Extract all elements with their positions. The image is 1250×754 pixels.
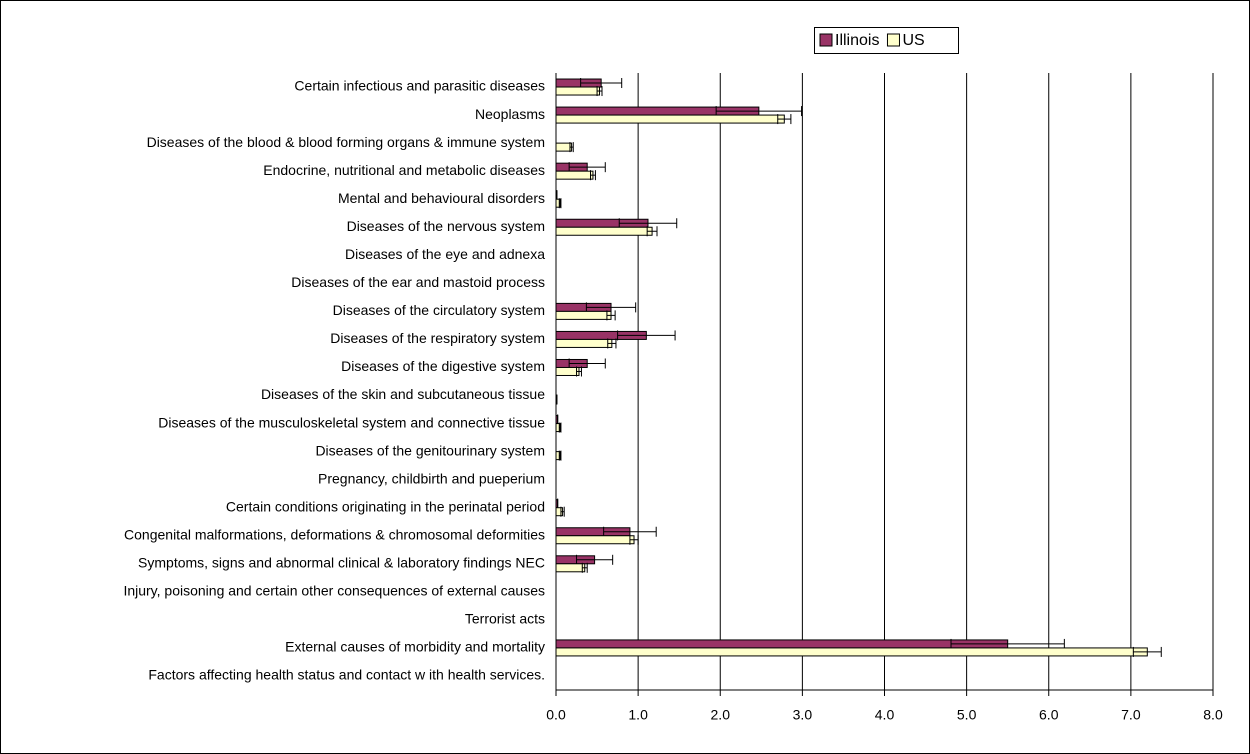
bar (555, 86, 601, 96)
bar (555, 226, 653, 236)
error-bar (950, 638, 1065, 649)
bar (555, 310, 612, 320)
y-tick-label: Factors affecting health status and cont… (148, 667, 545, 683)
error-bar (576, 366, 582, 377)
y-tick-label: Diseases of the blood & blood forming or… (147, 134, 545, 150)
y-tick-label: Diseases of the circulatory system (333, 302, 545, 318)
error-bar (715, 106, 803, 117)
y-tick-label: Diseases of the ear and mastoid process (291, 274, 545, 290)
y-tick-label: Symptoms, signs and abnormal clinical & … (138, 554, 545, 570)
bar (555, 639, 1009, 649)
error-bar (581, 562, 588, 573)
y-tick-label: Diseases of the respiratory system (330, 330, 545, 346)
bar (555, 170, 594, 180)
x-tick-label: 6.0 (1039, 707, 1059, 723)
legend-label: Illinois (835, 32, 879, 49)
y-tick-label: External causes of morbidity and mortali… (285, 639, 545, 655)
error-bar (560, 506, 565, 517)
bar (555, 338, 613, 348)
bar (555, 114, 785, 124)
y-tick-label: Diseases of the nervous system (347, 218, 545, 234)
error-bar (606, 310, 616, 321)
error-bar (580, 78, 623, 89)
error-bar (558, 450, 562, 461)
bar (555, 563, 586, 573)
error-bar (617, 330, 676, 341)
y-tick-label: Diseases of the genitourinary system (315, 442, 545, 458)
x-tick-label: 0.0 (546, 707, 566, 723)
x-tick-label: 5.0 (957, 707, 977, 723)
x-tick-label: 1.0 (628, 707, 648, 723)
error-bar (568, 358, 606, 369)
y-tick-label: Certain infectious and parasitic disease… (294, 78, 545, 94)
y-tick-label: Endocrine, nutritional and metabolic dis… (263, 162, 545, 178)
error-bar (585, 302, 637, 313)
error-bar (589, 170, 596, 181)
error-bar (558, 422, 562, 433)
y-tick-label: Diseases of the skin and subcutaneous ti… (261, 386, 545, 402)
bar (555, 647, 1148, 657)
y-tick-label: Mental and behavioural disorders (338, 190, 545, 206)
error-bar (777, 114, 792, 125)
x-tick-label: 4.0 (875, 707, 895, 723)
y-tick-label: Terrorist acts (465, 611, 545, 627)
y-tick-label: Pregnancy, childbirth and pueperium (318, 470, 545, 486)
error-bar (1132, 646, 1162, 657)
legend (814, 27, 959, 54)
error-bar (569, 142, 574, 153)
y-tick-label: Congenital malformations, deformations &… (124, 526, 545, 542)
error-bar (629, 534, 639, 545)
error-bar (596, 86, 603, 97)
y-tick-label: Diseases of the musculoskeletal system a… (158, 414, 545, 430)
bar (555, 142, 573, 152)
legend-swatch (886, 33, 900, 47)
x-tick-label: 8.0 (1203, 707, 1223, 723)
legend-swatch (819, 33, 833, 47)
error-bar (618, 218, 678, 229)
legend-label: US (902, 32, 924, 49)
x-tick-label: 2.0 (711, 707, 731, 723)
error-bar (607, 338, 617, 349)
legend-box (814, 27, 959, 54)
x-tick-label: 7.0 (1121, 707, 1141, 723)
y-tick-label: Injury, poisoning and certain other cons… (123, 583, 545, 599)
y-tick-label: Diseases of the eye and adnexa (345, 246, 545, 262)
error-bar (576, 554, 614, 565)
y-tick-label: Certain conditions originating in the pe… (226, 498, 545, 514)
x-tick-label: 3.0 (793, 707, 813, 723)
error-bar (646, 226, 658, 237)
error-bar (603, 526, 657, 537)
error-bar (558, 198, 562, 209)
error-bar (568, 162, 606, 173)
y-tick-label: Diseases of the digestive system (341, 358, 545, 374)
y-tick-label: Neoplasms (475, 106, 545, 122)
bar (555, 535, 635, 545)
bar (555, 366, 580, 376)
